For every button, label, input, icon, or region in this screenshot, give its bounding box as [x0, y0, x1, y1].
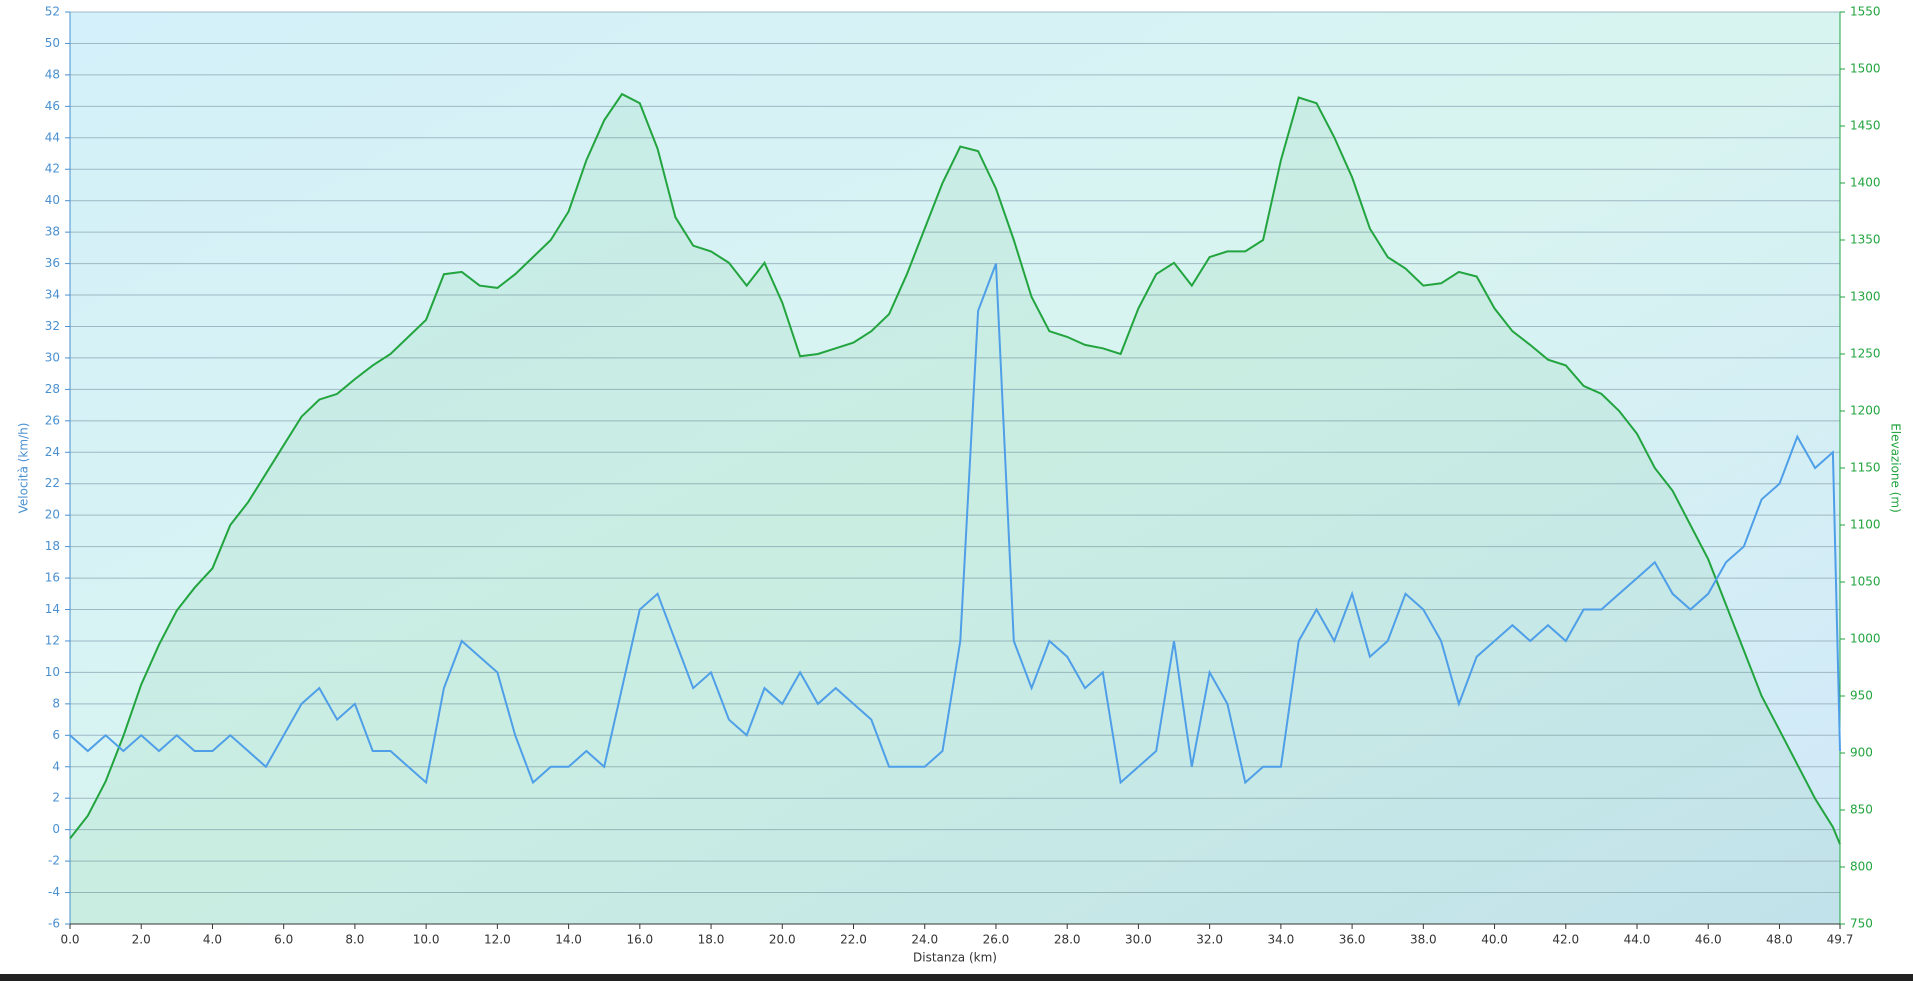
- plot-area: [70, 12, 1840, 924]
- x-tick-label: 12.0: [484, 933, 511, 947]
- y-tick-label: 28: [45, 382, 60, 396]
- y-tick-label: 20: [45, 508, 60, 522]
- y2-tick-label: 1050: [1850, 575, 1881, 589]
- y-tick-label: 6: [52, 728, 60, 742]
- y-tick-label: -2: [48, 854, 60, 868]
- y2-tick-label: 800: [1850, 860, 1873, 874]
- x-tick-label: 42.0: [1552, 933, 1579, 947]
- x-tick-label: 40.0: [1481, 933, 1508, 947]
- y-tick-label: 36: [45, 256, 60, 270]
- x-tick-label: 32.0: [1196, 933, 1223, 947]
- y-tick-label: 40: [45, 193, 60, 207]
- x-tick-label: 22.0: [840, 933, 867, 947]
- y2-tick-label: 900: [1850, 746, 1873, 760]
- bottom-bar: [0, 974, 1913, 981]
- y-tick-label: 12: [45, 633, 60, 647]
- y-tick-label: -6: [48, 917, 60, 931]
- y-tick-label: 32: [45, 319, 60, 333]
- x-tick-label: 28.0: [1054, 933, 1081, 947]
- plot-layer: -6-4-20246810121416182022242628303234363…: [45, 5, 1881, 947]
- y2-tick-label: 950: [1850, 689, 1873, 703]
- y-tick-label: 0: [52, 822, 60, 836]
- series-line: [69, 263, 1841, 785]
- y2-tick-label: 850: [1850, 803, 1873, 817]
- y2-tick-label: 1000: [1850, 632, 1881, 646]
- y2-tick-label: 1350: [1850, 233, 1881, 247]
- y-tick-label: 10: [45, 665, 60, 679]
- y-tick-label: -4: [48, 885, 60, 899]
- y2-tick-label: 1500: [1850, 62, 1881, 76]
- y-tick-label: 14: [45, 602, 60, 616]
- x-tick-label: 10.0: [413, 933, 440, 947]
- y2-tick-label: 1550: [1850, 5, 1881, 19]
- y-tick-label: 48: [45, 67, 60, 81]
- x-tick-label: 16.0: [626, 933, 653, 947]
- y-tick-label: 22: [45, 476, 60, 490]
- y2-tick-label: 1250: [1850, 347, 1881, 361]
- y-tick-label: 4: [52, 759, 60, 773]
- y-tick-label: 52: [45, 5, 60, 19]
- x-tick-label: 0.0: [60, 933, 79, 947]
- y2-tick-label: 1150: [1850, 461, 1881, 475]
- x-tick-label: 36.0: [1339, 933, 1366, 947]
- y-tick-label: 44: [45, 130, 60, 144]
- y2-tick-label: 1200: [1850, 404, 1881, 418]
- x-tick-label: 2.0: [132, 933, 151, 947]
- x-tick-label: 24.0: [911, 933, 938, 947]
- x-tick-label: 26.0: [983, 933, 1010, 947]
- y2-axis-title: Elevazione (m): [1889, 423, 1903, 513]
- y2-tick-label: 1100: [1850, 518, 1881, 532]
- y-axis-title: Velocità (km/h): [17, 423, 31, 514]
- x-tick-label: 20.0: [769, 933, 796, 947]
- x-tick-label: 49.7: [1827, 933, 1854, 947]
- x-tick-label: 46.0: [1695, 933, 1722, 947]
- y-tick-label: 50: [45, 36, 60, 50]
- x-tick-label: 8.0: [345, 933, 364, 947]
- x-tick-label: 30.0: [1125, 933, 1152, 947]
- y-tick-label: 16: [45, 571, 60, 585]
- y-tick-label: 34: [45, 288, 60, 302]
- y-tick-label: 38: [45, 225, 60, 239]
- y-tick-label: 2: [52, 791, 60, 805]
- series-line: [69, 92, 1841, 845]
- x-tick-label: 4.0: [203, 933, 222, 947]
- y-tick-label: 26: [45, 413, 60, 427]
- x-tick-label: 34.0: [1268, 933, 1295, 947]
- y2-tick-label: 1400: [1850, 176, 1881, 190]
- x-axis-title: Distanza (km): [913, 951, 997, 965]
- y-tick-label: 46: [45, 99, 60, 113]
- x-tick-label: 38.0: [1410, 933, 1437, 947]
- x-tick-label: 14.0: [555, 933, 582, 947]
- y-tick-label: 18: [45, 539, 60, 553]
- elevation-area: [70, 94, 1840, 925]
- y2-tick-label: 750: [1850, 917, 1873, 931]
- x-tick-label: 44.0: [1624, 933, 1651, 947]
- y-tick-label: 8: [52, 696, 60, 710]
- x-tick-label: 18.0: [698, 933, 725, 947]
- y2-tick-label: 1450: [1850, 119, 1881, 133]
- y-tick-label: 30: [45, 350, 60, 364]
- y-tick-label: 24: [45, 445, 60, 459]
- y2-tick-label: 1300: [1850, 290, 1881, 304]
- x-tick-label: 48.0: [1766, 933, 1793, 947]
- x-tick-label: 6.0: [274, 933, 293, 947]
- y-tick-label: 42: [45, 162, 60, 176]
